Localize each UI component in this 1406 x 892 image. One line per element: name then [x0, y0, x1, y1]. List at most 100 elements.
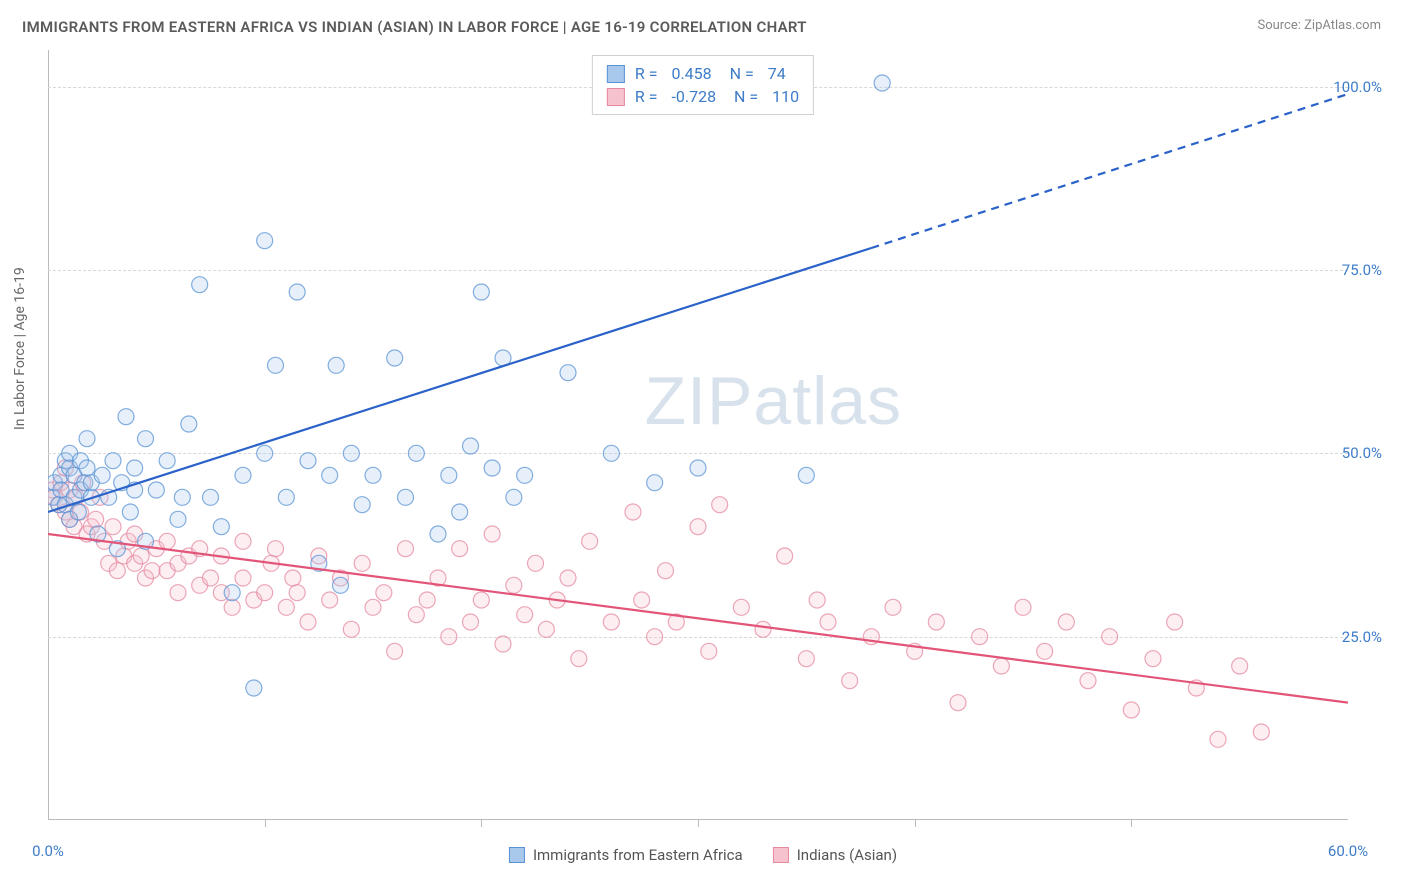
scatter-point [289, 585, 305, 601]
scatter-point [517, 607, 533, 623]
scatter-point [365, 599, 381, 615]
scatter-point [122, 504, 138, 520]
x-tick-label: 0.0% [32, 842, 64, 860]
scatter-point [148, 482, 164, 498]
scatter-point [285, 570, 301, 586]
scatter-point [419, 592, 435, 608]
scatter-point [138, 431, 154, 447]
scatter-point [690, 460, 706, 476]
scatter-point [192, 277, 208, 293]
regression-line-extrapolated [871, 94, 1348, 248]
scatter-point [181, 416, 197, 432]
legend-bottom-label-1: Indians (Asian) [797, 846, 897, 864]
scatter-point [463, 614, 479, 630]
x-tick-mark [481, 819, 482, 827]
scatter-point [289, 284, 305, 300]
scatter-point [809, 592, 825, 608]
scatter-point [105, 519, 121, 535]
scatter-point [473, 284, 489, 300]
scatter-point [452, 504, 468, 520]
scatter-point [1080, 673, 1096, 689]
scatter-point [528, 555, 544, 571]
scatter-point [105, 453, 121, 469]
legend-bottom-swatch-1 [773, 847, 789, 863]
scatter-point [798, 651, 814, 667]
scatter-point [133, 548, 149, 564]
x-tick-mark [915, 819, 916, 827]
scatter-point [441, 629, 457, 645]
scatter-point [690, 519, 706, 535]
legend-r-label-1: R = [635, 87, 662, 106]
legend-n-label-1: N = [726, 87, 762, 106]
legend-row-series-1: R = -0.728 N = 110 [607, 85, 799, 108]
legend-item-1: Indians (Asian) [773, 846, 897, 864]
scatter-point [213, 519, 229, 535]
scatter-point [235, 533, 251, 549]
scatter-point [452, 541, 468, 557]
regression-line [48, 534, 1348, 703]
scatter-point [484, 526, 500, 542]
scatter-point [408, 607, 424, 623]
chart-title: IMMIGRANTS FROM EASTERN AFRICA VS INDIAN… [22, 18, 807, 36]
scatter-point [842, 673, 858, 689]
legend-r-value-0: 0.458 [671, 64, 711, 83]
scatter-point [885, 599, 901, 615]
scatter-point [538, 621, 554, 637]
scatter-point [972, 629, 988, 645]
scatter-point [365, 467, 381, 483]
legend-n-value-1: 110 [772, 87, 799, 106]
scatter-point [993, 658, 1009, 674]
scatter-point [1167, 614, 1183, 630]
x-tick-mark [265, 819, 266, 827]
legend-swatch-1 [607, 88, 625, 106]
scatter-point [109, 563, 125, 579]
scatter-point [928, 614, 944, 630]
correlation-chart: IMMIGRANTS FROM EASTERN AFRICA VS INDIAN… [0, 0, 1406, 892]
scatter-point [387, 643, 403, 659]
scatter-point [387, 350, 403, 366]
scatter-point [408, 445, 424, 461]
scatter-point [354, 497, 370, 513]
legend-bottom-swatch-0 [509, 847, 525, 863]
scatter-point [235, 570, 251, 586]
scatter-point [398, 489, 414, 505]
scatter-point [203, 570, 219, 586]
scatter-point [874, 75, 890, 91]
scatter-point [224, 599, 240, 615]
scatter-point [354, 555, 370, 571]
scatter-point [1037, 643, 1053, 659]
correlation-legend: R = 0.458 N = 74 R = -0.728 N = 110 [592, 55, 814, 115]
scatter-point [1145, 651, 1161, 667]
legend-n-value-0: 74 [768, 64, 786, 83]
legend-row-series-0: R = 0.458 N = 74 [607, 62, 799, 85]
scatter-point [603, 614, 619, 630]
scatter-point [118, 409, 134, 425]
scatter-point [777, 548, 793, 564]
legend-n-label-0: N = [722, 64, 758, 83]
scatter-point [1210, 731, 1226, 747]
source-attribution: Source: ZipAtlas.com [1257, 18, 1381, 33]
scatter-svg [48, 50, 1348, 820]
scatter-point [430, 526, 446, 542]
scatter-point [755, 621, 771, 637]
scatter-point [159, 533, 175, 549]
scatter-point [144, 563, 160, 579]
scatter-point [1102, 629, 1118, 645]
x-tick-label: 60.0% [1328, 842, 1368, 860]
scatter-point [495, 636, 511, 652]
scatter-point [257, 233, 273, 249]
scatter-point [376, 585, 392, 601]
scatter-point [560, 365, 576, 381]
scatter-point [506, 577, 522, 593]
scatter-point [1232, 658, 1248, 674]
scatter-point [647, 629, 663, 645]
scatter-point [322, 467, 338, 483]
scatter-point [278, 489, 294, 505]
scatter-point [634, 592, 650, 608]
scatter-point [174, 489, 190, 505]
scatter-point [79, 431, 95, 447]
scatter-point [246, 680, 262, 696]
scatter-point [224, 585, 240, 601]
y-axis-label: In Labor Force | Age 16-19 [12, 267, 28, 430]
scatter-point [463, 438, 479, 454]
